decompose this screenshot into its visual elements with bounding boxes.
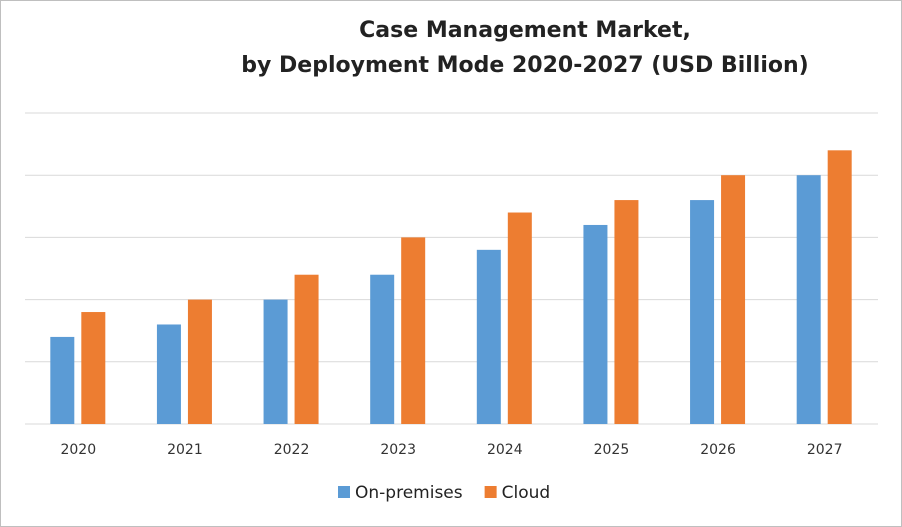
x-tick-label: 2023 (380, 442, 416, 458)
bar (690, 200, 715, 424)
bar (507, 212, 532, 424)
bar (476, 249, 501, 424)
legend-label: Cloud (502, 483, 551, 503)
x-tick-label: 2021 (167, 442, 203, 458)
legend-swatch (484, 486, 497, 498)
x-tick-label: 2027 (807, 442, 843, 458)
bar (827, 150, 852, 424)
legend-swatch (338, 486, 350, 498)
bar (294, 274, 319, 424)
x-tick-label: 2025 (594, 442, 630, 458)
bar (401, 237, 426, 424)
bar (614, 200, 639, 424)
bar (187, 299, 212, 424)
bar (263, 299, 288, 424)
chart-title: Case Management Market, (359, 18, 691, 43)
x-tick-label: 2024 (487, 442, 523, 458)
bar (583, 224, 608, 424)
bar (81, 312, 106, 424)
legend-label: On-premises (355, 483, 463, 503)
x-tick-label: 2020 (60, 442, 96, 458)
chart-title: by Deployment Mode 2020-2027 (USD Billio… (241, 53, 808, 78)
bar (156, 324, 181, 424)
bar (50, 336, 75, 424)
bar (721, 175, 746, 424)
x-tick-label: 2026 (700, 442, 736, 458)
bar (370, 274, 395, 424)
bar (796, 175, 821, 424)
x-tick-label: 2022 (274, 442, 310, 458)
